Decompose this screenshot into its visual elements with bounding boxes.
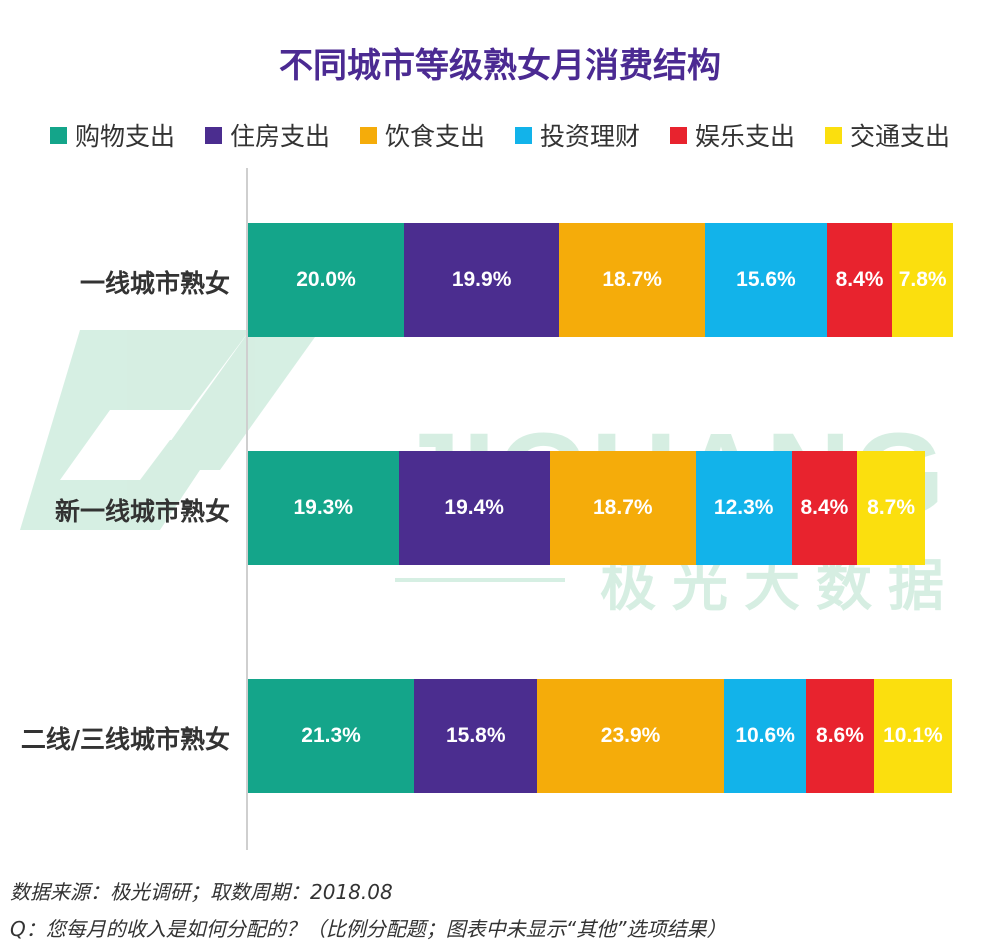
chart-title: 不同城市等级熟女月消费结构	[279, 46, 721, 86]
stacked-bar: 20.0% 19.9% 18.7% 15.6% 8.4% 7.8%	[248, 223, 954, 337]
data-label: 15.8%	[445, 724, 506, 747]
data-label: 8.6%	[816, 724, 864, 747]
bar-segment: 10.1%	[873, 679, 953, 793]
data-label: 10.6%	[735, 724, 795, 747]
legend-swatch	[204, 126, 222, 144]
data-label: 10.1%	[883, 724, 943, 747]
legend-swatch	[49, 126, 67, 144]
bar-segment: 18.7%	[549, 451, 696, 565]
watermark-line	[395, 578, 565, 582]
stacked-bar: 19.3% 19.4% 18.7% 12.3% 8.4% 8.7%	[248, 451, 926, 565]
bar-segment: 18.7%	[559, 223, 706, 337]
data-label: 20.0%	[296, 268, 356, 291]
bar-segment: 8.4%	[826, 223, 893, 337]
data-label: 7.8%	[898, 268, 947, 291]
data-label: 23.9%	[600, 724, 661, 747]
legend-item: 饮食支出	[359, 117, 485, 153]
data-label: 8.7%	[867, 496, 916, 519]
data-label: 12.3%	[713, 496, 774, 519]
legend-swatch	[515, 126, 532, 144]
data-label: 8.4%	[835, 268, 884, 291]
bar-segment: 8.7%	[857, 451, 926, 565]
legend-item: 购物支出	[49, 117, 175, 153]
data-label: 18.7%	[602, 268, 662, 291]
legend-label: 投资理财	[540, 122, 641, 151]
category-label: 新一线城市熟女	[54, 497, 230, 526]
legend-label: 饮食支出	[384, 122, 485, 151]
data-label: 21.3%	[301, 724, 361, 747]
bar-segment: 21.3%	[248, 679, 415, 793]
bar-segment: 15.8%	[414, 679, 538, 793]
legend-label: 购物支出	[74, 122, 175, 151]
legend-swatch	[670, 126, 688, 144]
source-note: 数据来源：极光调研；取数周期：2018.08	[10, 880, 393, 904]
bar-segment: 10.6%	[723, 679, 807, 793]
bar-segment: 8.6%	[806, 679, 874, 793]
data-label: 19.3%	[293, 496, 354, 519]
category-axis-line	[246, 168, 248, 850]
legend-item: 投资理财	[515, 117, 640, 153]
watermark-logo-mark-2	[150, 330, 320, 470]
category-label: 二线/三线城市熟女	[20, 725, 230, 754]
stacked-bar: 21.3% 15.8% 23.9% 10.6% 8.6% 10.1%	[248, 679, 953, 793]
legend: 购物支出 住房支出 饮食支出 投资理财 娱乐支出 交通支出	[0, 117, 1000, 153]
legend-item: 住房支出	[204, 117, 330, 153]
legend-label: 住房支出	[229, 122, 330, 151]
data-label: 15.6%	[736, 268, 796, 291]
legend-swatch	[825, 126, 843, 144]
legend-swatch	[359, 126, 377, 144]
bar-segment: 20.0%	[248, 223, 404, 337]
legend-item: 交通支出	[825, 117, 950, 153]
bar-segment: 12.3%	[695, 451, 792, 565]
bar-segment: 7.8%	[892, 223, 954, 337]
data-label: 19.9%	[451, 268, 512, 291]
bar-segment: 23.9%	[537, 679, 724, 793]
legend-label: 交通支出	[850, 122, 951, 151]
bar-segment: 19.4%	[398, 451, 550, 565]
data-label: 8.4%	[800, 496, 849, 519]
category-label: 一线城市熟女	[79, 269, 230, 298]
bar-segment: 19.9%	[404, 223, 560, 337]
legend-label: 娱乐支出	[695, 122, 796, 151]
data-label: 18.7%	[593, 496, 653, 519]
legend-item: 娱乐支出	[670, 117, 795, 153]
question-note: Q：您每月的收入是如何分配的？（比例分配题；图表中未显示“其他”选项结果）	[10, 917, 727, 941]
bar-segment: 8.4%	[791, 451, 858, 565]
bar-segment: 15.6%	[705, 223, 827, 337]
data-label: 19.4%	[444, 496, 504, 519]
bar-segment: 19.3%	[248, 451, 399, 565]
